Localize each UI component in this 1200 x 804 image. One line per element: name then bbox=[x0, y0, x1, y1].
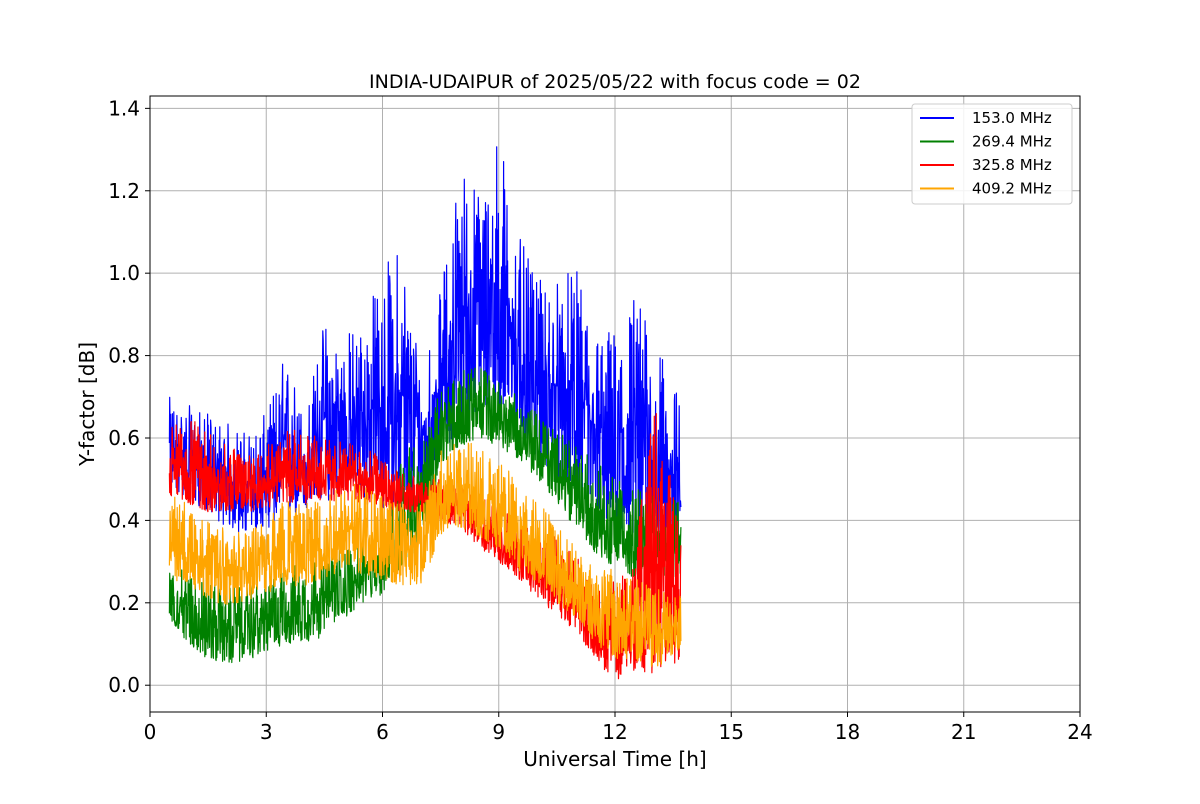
x-tick-label: 21 bbox=[951, 720, 976, 744]
x-tick-label: 3 bbox=[260, 720, 273, 744]
axes: 0 3 6 9 12 15 18 21 24 0.0 0.2 0.4 0.6 0.8 1.0 1.2 1.4 bbox=[108, 95, 1093, 744]
y-tick-label: 0.2 bbox=[108, 591, 140, 615]
chart-title: INDIA-UDAIPUR of 2025/05/22 with focus c… bbox=[369, 71, 861, 93]
y-tick-label: 1.4 bbox=[108, 96, 140, 120]
legend-label: 153.0 MHz bbox=[972, 109, 1052, 127]
y-tick-label: 0.4 bbox=[108, 508, 140, 532]
legend-label: 269.4 MHz bbox=[972, 133, 1052, 151]
x-tick-label: 24 bbox=[1067, 720, 1092, 744]
legend-box bbox=[911, 103, 1073, 205]
y-tick-label: 1.2 bbox=[108, 179, 140, 203]
y-tick-label: 1.0 bbox=[108, 261, 140, 285]
x-tick-label: 6 bbox=[376, 720, 389, 744]
y-tick-label: 0.6 bbox=[108, 426, 140, 450]
x-tick-label: 0 bbox=[144, 720, 157, 744]
y-tick-label: 0.0 bbox=[108, 673, 140, 697]
legend: 153.0 MHz 269.4 MHz 325.8 MHz 409.2 MHz bbox=[911, 103, 1073, 205]
x-tick-label: 9 bbox=[492, 720, 505, 744]
x-tick-label: 12 bbox=[602, 720, 627, 744]
legend-label: 325.8 MHz bbox=[972, 156, 1052, 174]
x-tick-label: 15 bbox=[719, 720, 744, 744]
legend-label: 409.2 MHz bbox=[972, 180, 1052, 198]
y-tick-label: 0.8 bbox=[108, 344, 140, 368]
x-tick-label: 18 bbox=[835, 720, 860, 744]
plot-frame bbox=[149, 95, 1081, 713]
series-line bbox=[168, 413, 682, 680]
y-axis-label: Y-factor [dB] bbox=[75, 342, 99, 467]
x-axis-label: Universal Time [h] bbox=[523, 747, 706, 771]
series-line bbox=[168, 442, 682, 667]
series-layer bbox=[168, 146, 682, 680]
series-line bbox=[168, 367, 682, 664]
